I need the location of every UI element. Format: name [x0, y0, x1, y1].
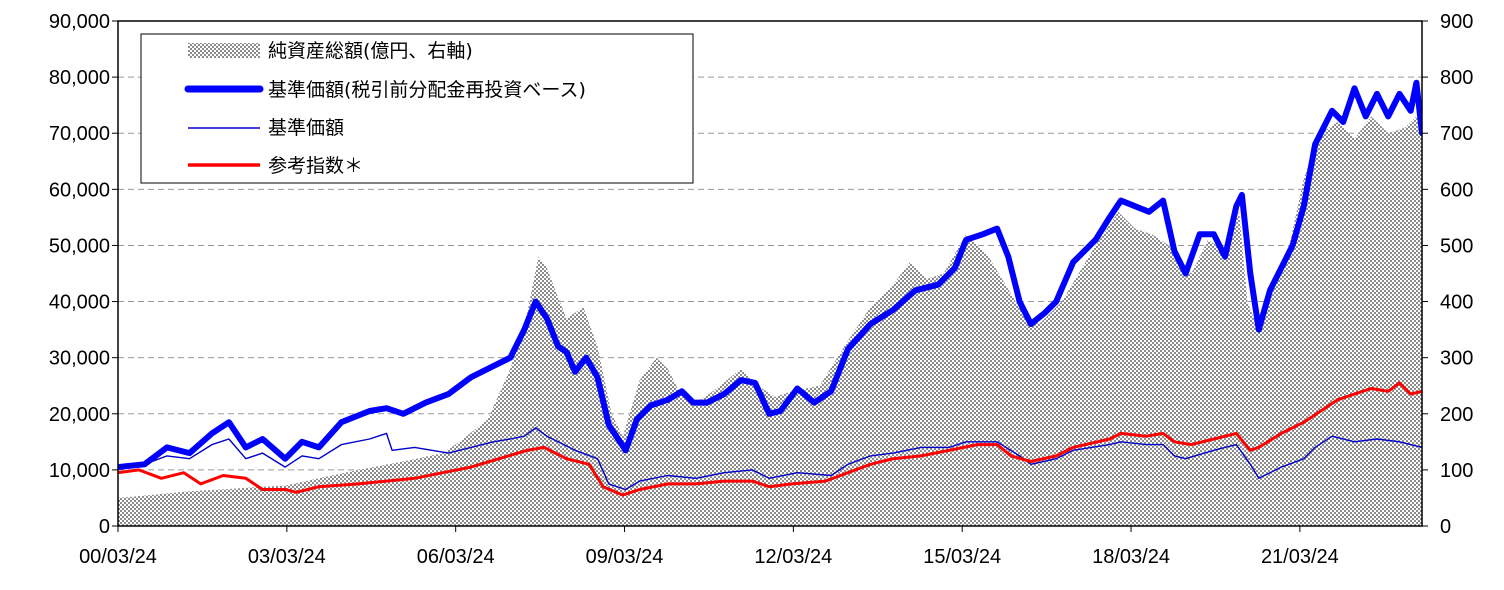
- y-right-tick-label: 800: [1440, 67, 1473, 89]
- y-left-tick-label: 40,000: [49, 292, 110, 314]
- y-left-tick-label: 0: [99, 516, 110, 538]
- x-tick-label: 12/03/24: [754, 546, 832, 568]
- y-right-tick-label: 200: [1440, 404, 1473, 426]
- y-left-tick-label: 10,000: [49, 460, 110, 482]
- legend-label-reinvested-nav: 基準価額(税引前分配金再投資ベース): [268, 79, 586, 101]
- series-line-reinvested-nav: [118, 79, 1422, 471]
- y-left-tick-label: 70,000: [49, 123, 110, 145]
- x-axis: 00/03/24 03/03/24 06/03/24 09/03/24 12/03/24…: [79, 526, 1339, 568]
- series-line-reference-index: [118, 381, 1422, 497]
- y-left-tick-label: 60,000: [49, 179, 110, 201]
- y-right-tick-label: 700: [1440, 123, 1473, 145]
- y-right-tick-label: 400: [1440, 292, 1473, 314]
- y-left-tick-label: 80,000: [49, 67, 110, 89]
- x-tick-label: 03/03/24: [248, 546, 326, 568]
- lines-layer: [118, 79, 1422, 497]
- y-axis-left: 0 10,000 20,000 30,000 40,000 50,000 60,000 70,…: [49, 11, 118, 538]
- y-right-tick-label: 300: [1440, 348, 1473, 370]
- y-right-tick-label: 600: [1440, 179, 1473, 201]
- x-tick-label: 06/03/24: [417, 546, 495, 568]
- legend-swatch-net-assets: [188, 43, 260, 58]
- y-left-tick-label: 20,000: [49, 404, 110, 426]
- y-right-tick-label: 0: [1440, 516, 1451, 538]
- legend-box: [140, 33, 694, 184]
- y-right-tick-label: 100: [1440, 460, 1473, 482]
- y-right-tick-label: 900: [1440, 11, 1473, 33]
- x-tick-label: 18/03/24: [1092, 546, 1170, 568]
- x-tick-label: 21/03/24: [1261, 546, 1339, 568]
- plot-frame: [117, 20, 1423, 527]
- y-right-tick-label: 500: [1440, 235, 1473, 257]
- x-tick-label: 00/03/24: [79, 546, 157, 568]
- y-left-tick-label: 50,000: [49, 235, 110, 257]
- net-assets-area-layer: [118, 116, 1422, 526]
- legend: 純資産総額(億円、右軸) 基準価額(税引前分配金再投資ベース) 基準価額 参考指…: [140, 33, 694, 184]
- series-area-net-assets: [118, 116, 1422, 526]
- y-left-tick-label: 90,000: [49, 11, 110, 33]
- y-left-tick-label: 30,000: [49, 348, 110, 370]
- legend-label-reference-index: 参考指数＊: [268, 155, 363, 177]
- x-tick-label: 15/03/24: [923, 546, 1001, 568]
- legend-label-net-assets: 純資産総額(億円、右軸): [268, 40, 473, 62]
- series-line-nav: [118, 427, 1422, 491]
- y-axis-right: 0 100 200 300 400 500 600 700 800 900: [1422, 11, 1473, 538]
- x-tick-label: 09/03/24: [586, 546, 664, 568]
- legend-label-nav: 基準価額: [268, 117, 344, 139]
